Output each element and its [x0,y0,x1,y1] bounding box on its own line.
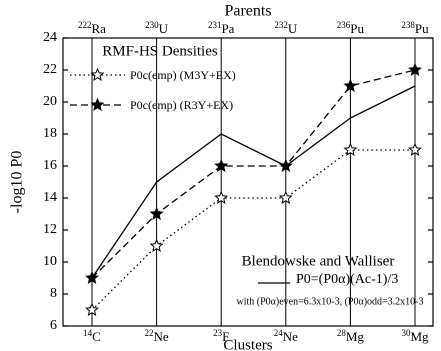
series-line [91,149,415,311]
top-tick-label: 230U [145,20,169,36]
plot-frame [62,37,434,327]
legend-marker [90,97,105,111]
x-tick-label: 30Mg [401,328,429,344]
y-tick-label: 16 [43,158,57,173]
x-tick-label: 22Ne [145,328,169,344]
legend-label: P0c(emp) (R3Y+EX) [130,98,233,112]
series-line [91,85,416,279]
x-axis-title: Clusters [223,337,272,351]
point [149,238,164,252]
point [149,206,164,220]
top-tick-label: 236Pu [337,20,365,36]
point [278,190,293,204]
y-axis-title: -log10 P0 [9,151,26,214]
point [408,142,422,156]
point [343,142,358,156]
point [408,62,422,76]
annotation: Blendowske and Walliser [242,253,395,269]
top-tick-label: 231Pa [208,20,235,36]
legend-label: P0=(P0α)(Ac-1)/3 [296,272,398,287]
y-tick-label: 12 [43,222,57,237]
x-tick-label: 14C [83,328,101,344]
y-tick-label: 8 [50,286,57,301]
y-tick-label: 20 [43,94,57,109]
y-tick-label: 10 [43,254,57,269]
top-tick-label: 232U [274,20,298,36]
y-tick-label: 6 [50,318,57,333]
top-axis-title: Parents [224,3,271,20]
y-tick-label: 14 [43,190,57,205]
series-line [91,69,416,279]
y-tick-label: 24 [43,30,57,45]
point [343,78,358,92]
top-tick-label: 238Pu [401,20,429,36]
y-tick-label: 22 [43,62,57,77]
x-tick-label: 24Ne [274,328,298,344]
x-tick-label: 23F [213,328,229,344]
legend-marker [90,67,105,81]
y-tick-label: 18 [43,126,57,141]
x-tick-label: 28Mg [337,328,365,344]
point [85,302,99,316]
annotation: with (P0α)even=6.3x10-3, (P0α)odd=3.2x10… [236,296,423,307]
legend-label: P0c(emp) (M3Y+EX) [130,68,236,82]
legend-title: RMF-HS Densities [102,43,218,59]
point [214,158,229,172]
top-tick-label: 222Ra [78,20,106,36]
point [214,190,229,204]
